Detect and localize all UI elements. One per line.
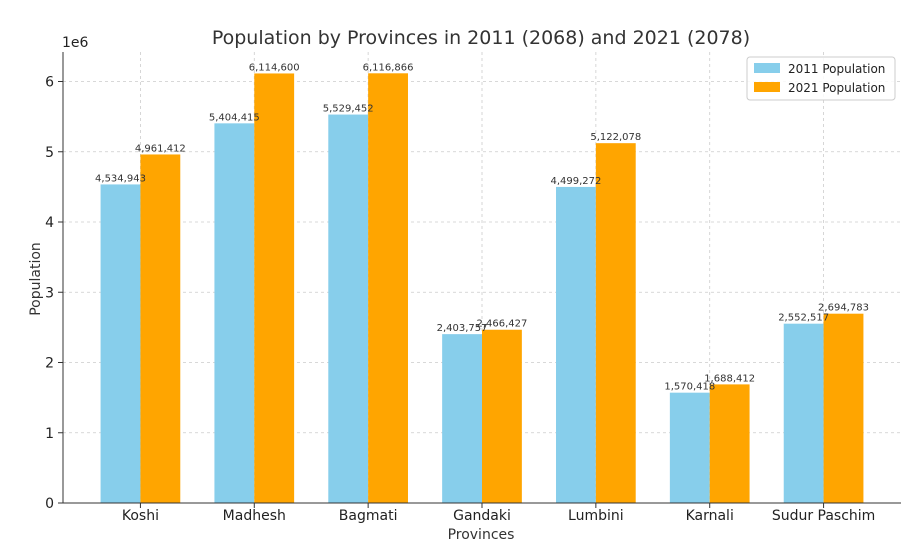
x-axis-label: Provinces bbox=[448, 527, 515, 543]
bar-2011 bbox=[669, 392, 710, 503]
bar-value-label: 2,466,427 bbox=[476, 319, 527, 330]
bar-value-label: 1,570,418 bbox=[664, 382, 715, 393]
y-tick-label: 3 bbox=[45, 285, 54, 301]
y-tick-label: 5 bbox=[45, 145, 54, 161]
legend-label-2021: 2021 Population bbox=[788, 81, 885, 95]
legend-swatch-2011 bbox=[754, 63, 780, 73]
bar-value-label: 5,122,078 bbox=[590, 132, 641, 143]
axis-spine bbox=[62, 52, 901, 504]
x-tick-label: Madhesh bbox=[223, 508, 286, 524]
x-tick-label: Gandaki bbox=[453, 508, 511, 524]
bar-value-label: 2,694,783 bbox=[818, 303, 869, 314]
x-tick-label: Lumbini bbox=[568, 508, 624, 524]
bar-2021 bbox=[140, 154, 181, 504]
bar-2021 bbox=[482, 329, 522, 503]
x-tick-label: Koshi bbox=[122, 508, 159, 524]
y-tick-label: 1 bbox=[45, 426, 54, 442]
axes: 0 1 2 3 4 5 6 Koshi Madhesh Bagmati Gandaki Lumbini… bbox=[45, 52, 901, 524]
bar-2021 bbox=[254, 73, 295, 504]
bar-value-label: 4,499,272 bbox=[550, 176, 601, 187]
bars bbox=[100, 73, 864, 504]
legend: 2011 Population 2021 Population bbox=[746, 56, 896, 101]
bar-value-label: 2,403,757 bbox=[437, 323, 488, 334]
bar-value-label: 4,534,943 bbox=[95, 173, 146, 184]
bar-2011 bbox=[783, 323, 824, 503]
bar-2021 bbox=[823, 313, 864, 503]
data-labels: 4,534,943 5,404,415 5,529,452 2,403,757 4,49… bbox=[95, 62, 869, 392]
y-axis-label: Population bbox=[28, 242, 44, 316]
y-tick-label: 6 bbox=[45, 75, 54, 91]
y-tick-label: 2 bbox=[45, 356, 54, 372]
bar-value-label: 2,552,517 bbox=[778, 313, 829, 324]
y-tick-label: 4 bbox=[45, 215, 54, 231]
bar-value-label: 6,114,600 bbox=[249, 62, 300, 73]
bar-value-label: 4,961,412 bbox=[135, 143, 186, 154]
bar-value-label: 5,404,415 bbox=[209, 112, 260, 123]
bar-2011 bbox=[328, 114, 369, 503]
x-tick-label: Sudur Paschim bbox=[772, 508, 876, 524]
bar-2021 bbox=[709, 384, 750, 503]
bar-value-label: 6,116,866 bbox=[363, 62, 414, 73]
bar-2011 bbox=[100, 184, 141, 504]
legend-swatch-2021 bbox=[754, 82, 780, 92]
legend-label-2011: 2011 Population bbox=[788, 62, 885, 76]
x-tick-label: Karnali bbox=[686, 508, 734, 524]
y-tick-label: 0 bbox=[45, 496, 54, 512]
bar-value-label: 1,688,412 bbox=[704, 373, 755, 384]
chart-title: Population by Provinces in 2011 (2068) a… bbox=[212, 27, 750, 49]
bar-2011 bbox=[442, 334, 482, 503]
bar-2011 bbox=[214, 123, 255, 503]
x-tick-label: Bagmati bbox=[339, 508, 398, 524]
bar-2021 bbox=[595, 143, 636, 503]
bar-2021 bbox=[368, 73, 408, 504]
bar-value-label: 5,529,452 bbox=[323, 104, 374, 115]
legend-frame bbox=[746, 56, 896, 101]
bar-2011 bbox=[556, 186, 596, 504]
y-axis-offset-label: 1e6 bbox=[62, 35, 89, 51]
